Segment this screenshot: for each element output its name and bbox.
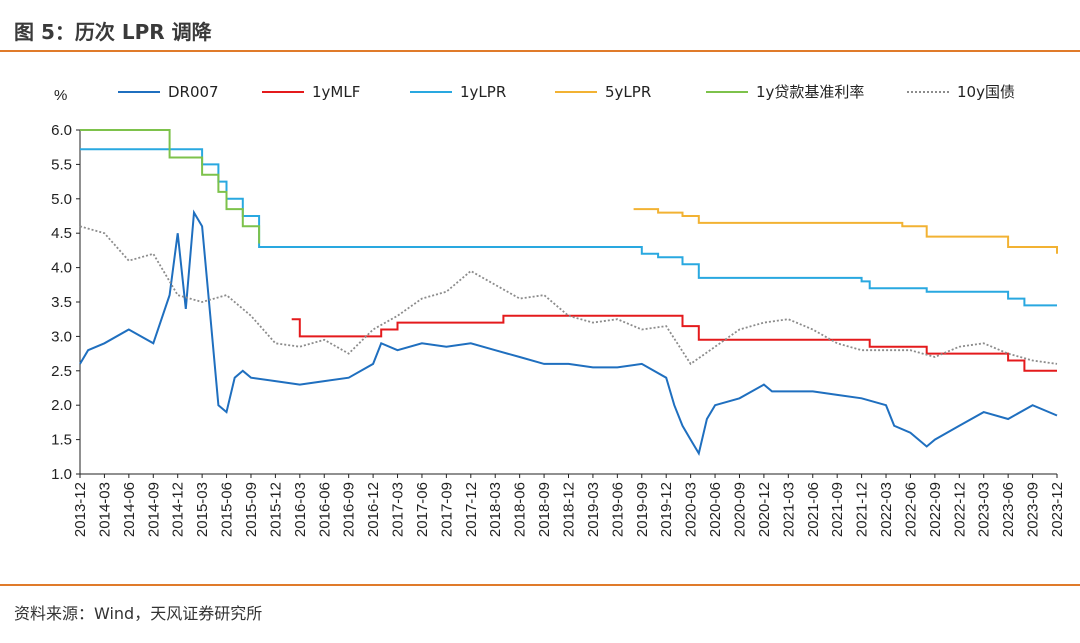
x-tick-label: 2019-03 <box>585 482 602 537</box>
series-line-1yLPR <box>80 148 1057 307</box>
footer-rule <box>0 584 1080 586</box>
x-tick-label: 2014-06 <box>121 482 138 537</box>
y-tick-label: 1.5 <box>51 432 72 449</box>
x-tick-label: 2022-06 <box>902 482 919 537</box>
x-tick-label: 2020-06 <box>707 482 724 537</box>
x-tick-label: 2014-03 <box>96 482 113 537</box>
x-tick-label: 2018-09 <box>536 482 553 537</box>
x-tick-label: 2021-12 <box>854 482 871 537</box>
x-tick-label: 2016-06 <box>316 482 333 537</box>
series-line-DR007 <box>79 209 1058 457</box>
x-tick-label: 2013-12 <box>72 482 89 537</box>
x-tick-label: 2018-12 <box>561 482 578 537</box>
legend-label: 10y国债 <box>957 83 1015 101</box>
x-tick-label: 2021-06 <box>805 482 822 537</box>
x-tick-label: 2017-06 <box>414 482 431 537</box>
source-note: 资料来源：Wind，天风证券研究所 <box>14 604 263 623</box>
x-tick-label: 2020-03 <box>683 482 700 537</box>
x-tick-label: 2022-12 <box>951 482 968 537</box>
y-tick-label: 4.0 <box>51 260 72 277</box>
x-tick-label: 2014-09 <box>145 482 162 537</box>
y-tick-label: 3.5 <box>51 294 72 311</box>
legend-label: 1yMLF <box>312 83 360 101</box>
y-tick-label: 2.5 <box>51 363 72 380</box>
x-tick-label: 2015-12 <box>267 482 284 537</box>
x-tick-label: 2021-03 <box>780 482 797 537</box>
figure-title: 图 5：历次 LPR 调降 <box>14 20 212 44</box>
y-tick-label: 1.0 <box>51 466 72 483</box>
y-tick-label: 3.0 <box>51 328 72 345</box>
x-tick-label: 2016-03 <box>292 482 309 537</box>
x-tick-label: 2019-12 <box>658 482 675 537</box>
legend-label: DR007 <box>168 83 219 101</box>
x-tick-label: 2017-03 <box>390 482 407 537</box>
x-tick-label: 2023-12 <box>1049 482 1066 537</box>
legend-label: 1yLPR <box>460 83 506 101</box>
series-line-1yMLF <box>291 314 1057 372</box>
y-tick-label: 5.0 <box>51 191 72 208</box>
series-layer <box>79 129 1058 457</box>
x-tick-label: 2021-09 <box>829 482 846 537</box>
series-line-5yLPR <box>633 208 1058 254</box>
x-tick-label: 2020-12 <box>756 482 773 537</box>
chart-axes: 6.0 5.5 5.0 4.5 4.0 3.5 3.0 2.5 2.0 1.5 1.02013-12… <box>51 122 1066 537</box>
x-tick-label: 2022-03 <box>878 482 895 537</box>
y-axis-label: % <box>54 87 67 104</box>
x-tick-label: 2017-12 <box>463 482 480 537</box>
header-rule <box>0 50 1080 52</box>
x-tick-label: 2014-12 <box>170 482 187 537</box>
x-tick-label: 2015-09 <box>243 482 260 537</box>
legend-label: 1y贷款基准利率 <box>756 83 864 101</box>
y-tick-label: 5.5 <box>51 156 72 173</box>
y-tick-label: 2.0 <box>51 397 72 414</box>
x-tick-label: 2018-03 <box>487 482 504 537</box>
x-tick-label: 2015-06 <box>219 482 236 537</box>
chart-legend: DR007 1yMLF 1yLPR 5yLPR 1y贷款基准利率 10y国债 <box>118 83 1015 101</box>
x-tick-label: 2023-03 <box>976 482 993 537</box>
y-tick-label: 4.5 <box>51 225 72 242</box>
x-tick-label: 2020-09 <box>731 482 748 537</box>
x-tick-label: 2016-09 <box>341 482 358 537</box>
x-tick-label: 2016-12 <box>365 482 382 537</box>
legend-label: 5yLPR <box>605 83 651 101</box>
x-tick-label: 2018-06 <box>512 482 529 537</box>
x-tick-label: 2023-06 <box>1000 482 1017 537</box>
line-chart: 6.0 5.5 5.0 4.5 4.0 3.5 3.0 2.5 2.0 1.5 1.02013-12… <box>51 83 1066 537</box>
y-tick-label: 6.0 <box>51 122 72 139</box>
x-tick-label: 2023-09 <box>1025 482 1042 537</box>
x-tick-label: 2022-09 <box>927 482 944 537</box>
x-tick-label: 2017-09 <box>438 482 455 537</box>
x-tick-label: 2015-03 <box>194 482 211 537</box>
x-tick-label: 2019-06 <box>609 482 626 537</box>
series-line-1y贷款基准利率 <box>80 129 261 244</box>
series-line-10y国债 <box>79 225 1058 366</box>
x-tick-label: 2019-09 <box>634 482 651 537</box>
